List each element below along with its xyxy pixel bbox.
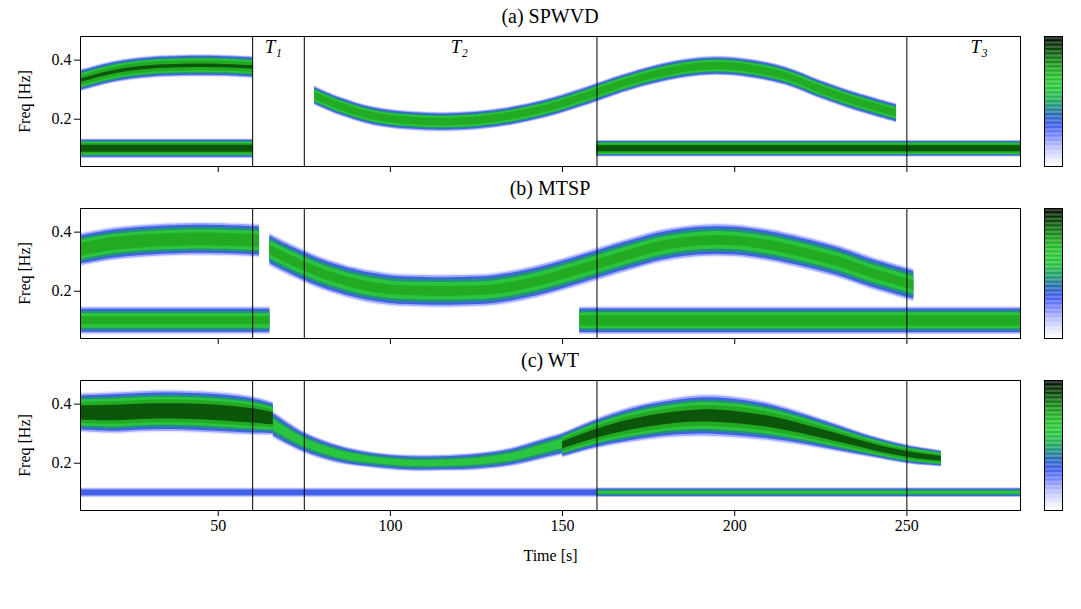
svg-text:Freq [Hz]: Freq [Hz] bbox=[16, 414, 34, 477]
svg-text:100: 100 bbox=[378, 517, 402, 534]
html-text:(c) WT: (c) WT bbox=[521, 349, 579, 371]
svg-text:Freq [Hz]: Freq [Hz] bbox=[16, 70, 34, 133]
svg-text:0.4: 0.4 bbox=[52, 223, 72, 240]
svg-text:0.4: 0.4 bbox=[52, 51, 72, 68]
svg-text:T₂: T₂ bbox=[451, 36, 469, 57]
svg-text:0.4: 0.4 bbox=[52, 395, 72, 412]
svg-text:50: 50 bbox=[210, 517, 226, 534]
svg-text:T₁: T₁ bbox=[265, 36, 282, 57]
svg-text:0.2: 0.2 bbox=[52, 454, 72, 471]
svg-text:0.2: 0.2 bbox=[52, 282, 72, 299]
svg-text:0.2: 0.2 bbox=[52, 110, 72, 127]
svg-text:200: 200 bbox=[723, 517, 747, 534]
svg-text:T₃: T₃ bbox=[971, 36, 988, 57]
svg-text:Time [s]: Time [s] bbox=[523, 547, 577, 564]
svg-text:150: 150 bbox=[551, 517, 575, 534]
svg-text:250: 250 bbox=[895, 517, 919, 534]
html-text:(b) MTSP: (b) MTSP bbox=[509, 177, 591, 199]
svg-text:Freq [Hz]: Freq [Hz] bbox=[16, 242, 34, 305]
html-text:(a) SPWVD: (a) SPWVD bbox=[501, 5, 599, 27]
